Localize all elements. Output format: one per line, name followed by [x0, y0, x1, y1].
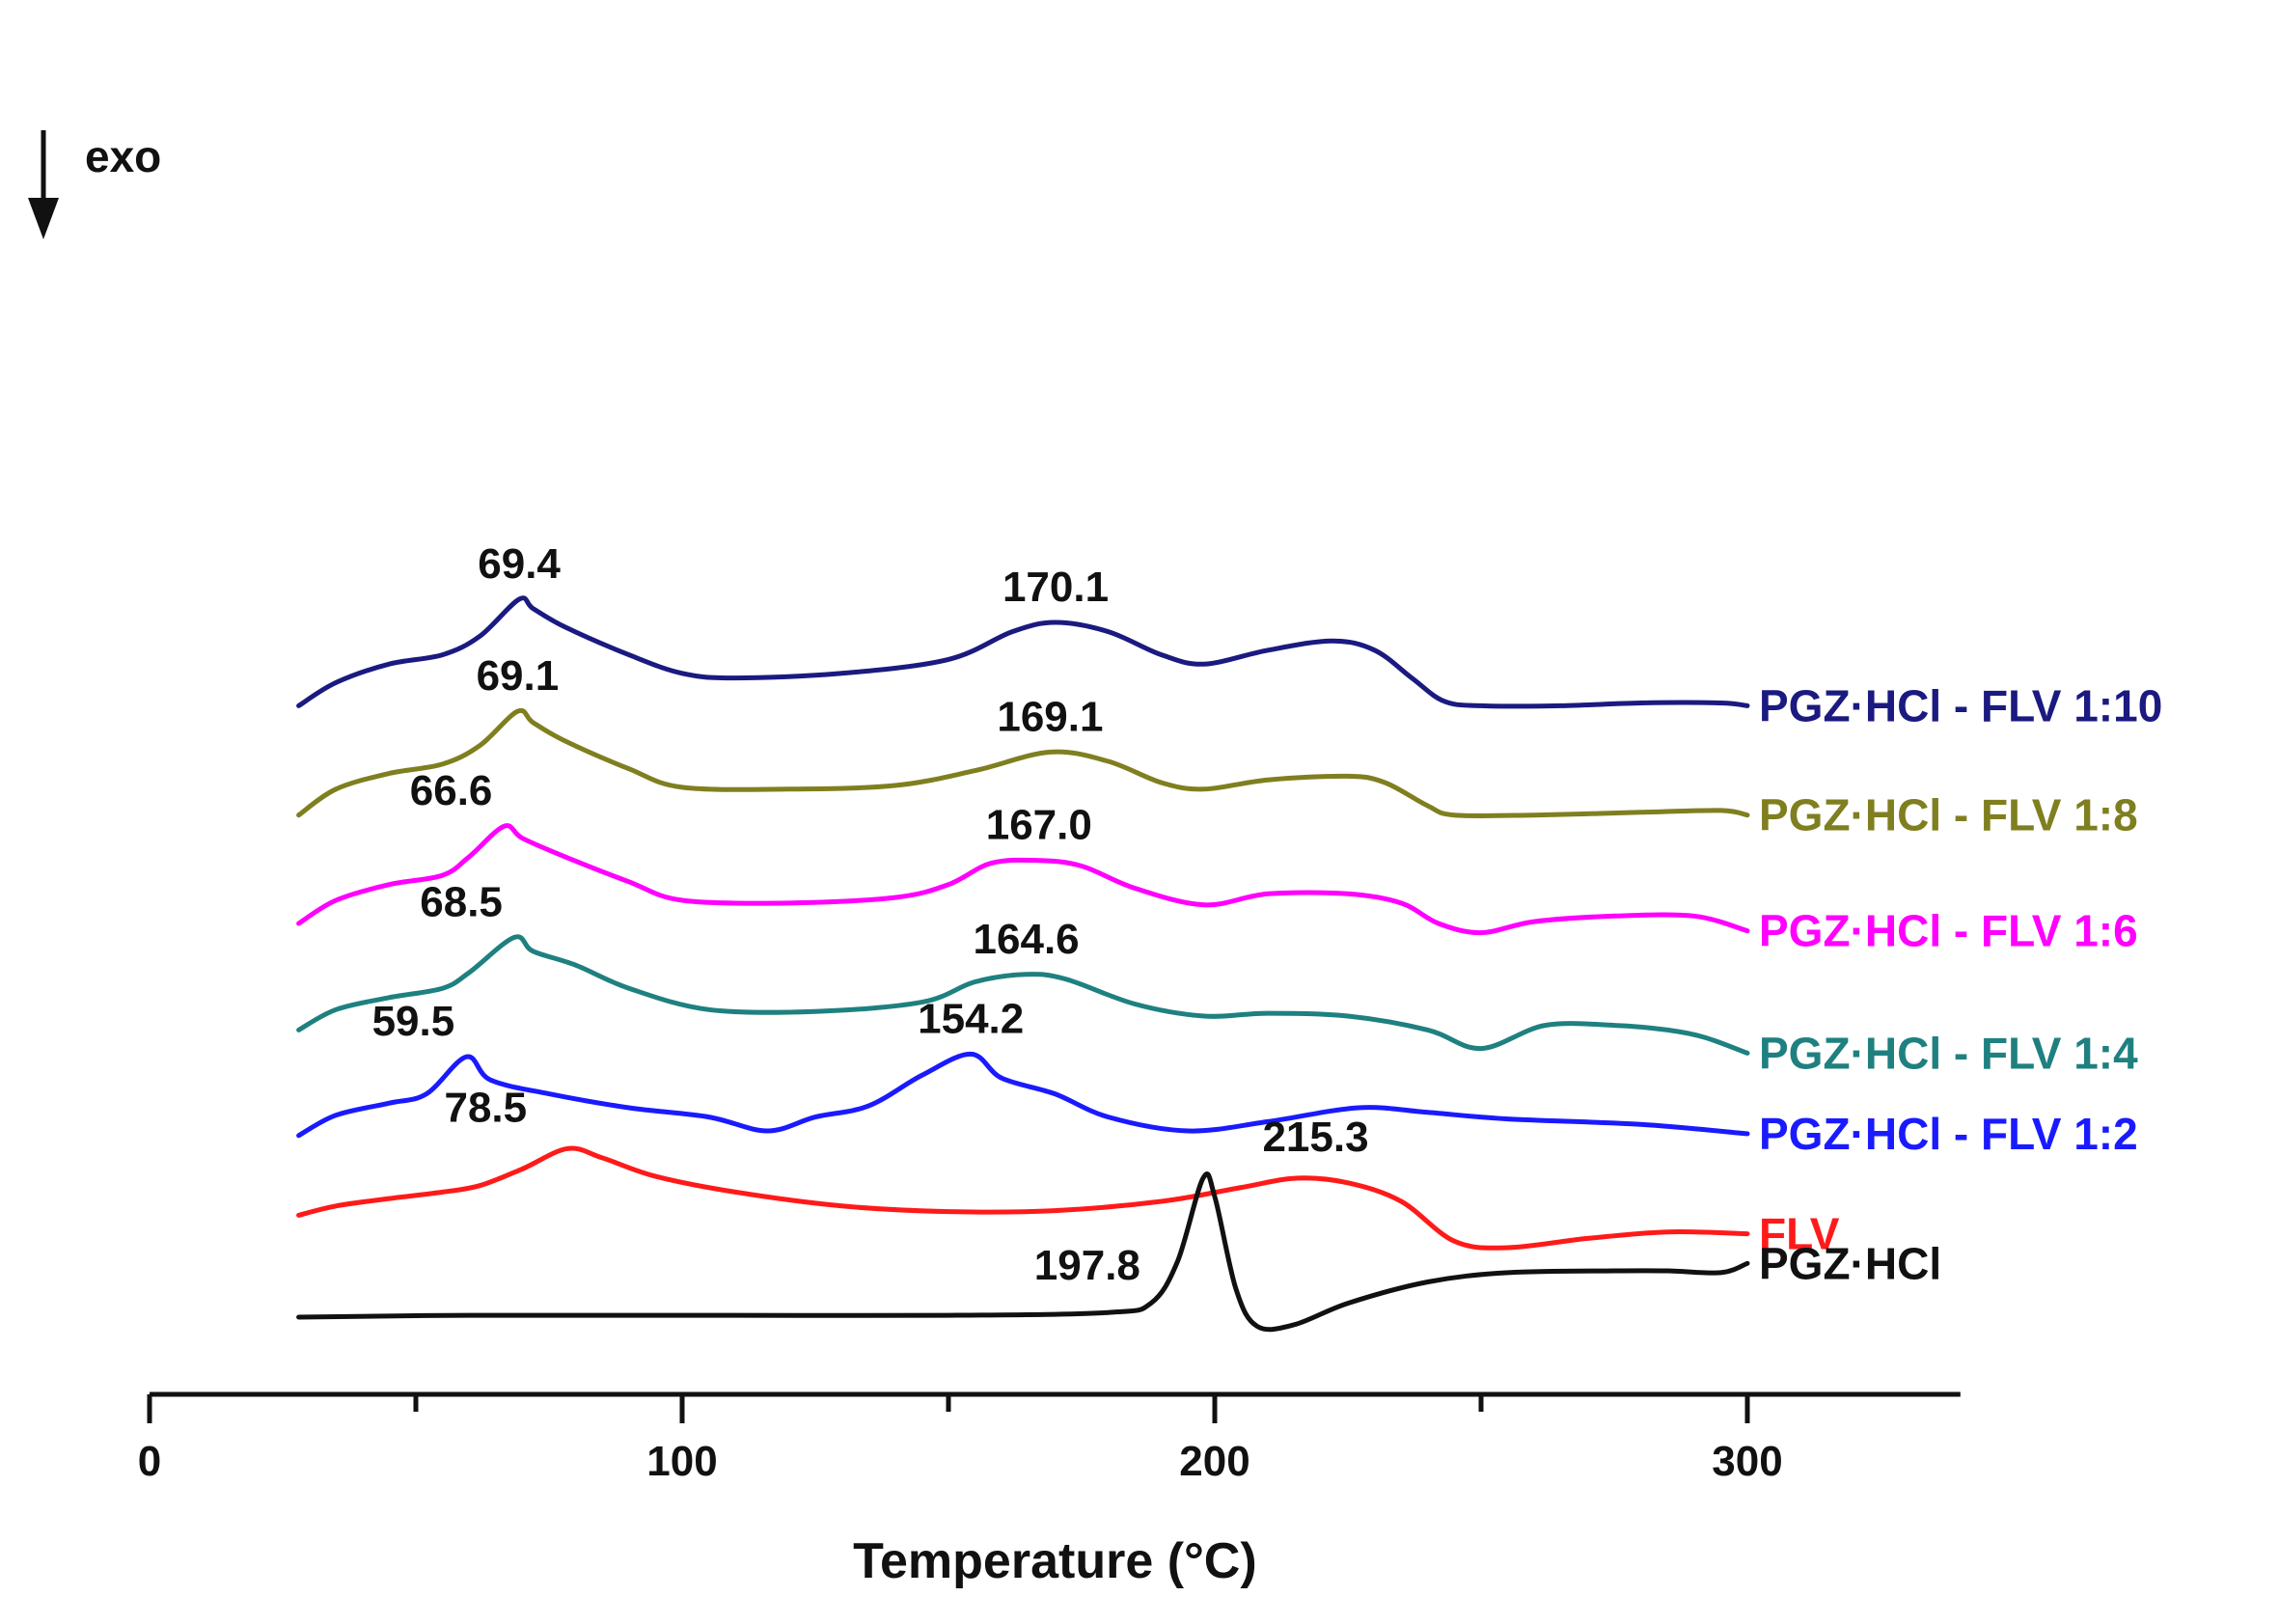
series-label: FLV — [1759, 1209, 1840, 1259]
peak-label: 167.0 — [986, 802, 1092, 849]
peak-label: 215.3 — [1262, 1114, 1368, 1161]
x-tick-label: 100 — [646, 1438, 717, 1485]
peak-label: 169.1 — [997, 693, 1103, 740]
x-axis: 0 100 200 300 — [138, 1391, 1961, 1485]
peak-label: 78.5 — [444, 1084, 527, 1131]
x-axis-title: Temperature (°C) — [853, 1533, 1257, 1589]
series-7: PGZ·HCl 197.8 — [296, 1171, 1941, 1333]
series-label: PGZ·HCl - FLV 1:6 — [1759, 906, 2138, 956]
peak-label: 66.6 — [410, 767, 493, 814]
series-line — [296, 1145, 1750, 1251]
exo-indicator: exo — [28, 130, 161, 239]
peak-label: 59.5 — [372, 998, 455, 1045]
x-tick-label: 200 — [1179, 1438, 1249, 1485]
exo-arrow-icon — [28, 198, 59, 239]
peak-label: 69.4 — [478, 540, 561, 588]
series-label: PGZ·HCl - FLV 1:2 — [1759, 1109, 2138, 1159]
peak-label: 69.1 — [477, 652, 560, 700]
peak-label: 164.6 — [974, 916, 1080, 963]
series-label: PGZ·HCl - FLV 1:4 — [1759, 1028, 2138, 1078]
series-3: PGZ·HCl - FLV 1:6 66.6 167.0 — [296, 767, 2138, 956]
peak-label: 197.8 — [1034, 1242, 1140, 1289]
peak-label: 154.2 — [918, 995, 1024, 1042]
series-6: FLV 78.5 215.3 — [296, 1084, 1840, 1259]
series-line — [296, 934, 1750, 1056]
x-tick-label: 300 — [1712, 1438, 1782, 1485]
series-line — [296, 1051, 1750, 1139]
series-label: PGZ·HCl - FLV 1:8 — [1759, 790, 2138, 840]
series-line — [296, 1171, 1750, 1333]
series-line — [296, 707, 1750, 819]
series-2: PGZ·HCl - FLV 1:8 69.1 169.1 — [296, 652, 2138, 840]
series-4: PGZ·HCl - FLV 1:4 68.5 164.6 — [296, 878, 2138, 1078]
peak-label: 68.5 — [420, 878, 503, 925]
peak-label: 170.1 — [1002, 564, 1109, 611]
series-label: PGZ·HCl - FLV 1:10 — [1759, 680, 2162, 730]
series-label: PGZ·HCl — [1759, 1238, 1941, 1288]
series-line — [296, 595, 1750, 709]
series-1: PGZ·HCl - FLV 1:10 69.4 170.1 — [296, 540, 2162, 730]
x-tick-label: 0 — [138, 1438, 161, 1485]
series-5: PGZ·HCl - FLV 1:2 59.5 154.2 — [296, 995, 2138, 1159]
exo-label: exo — [85, 131, 161, 181]
series-line — [296, 823, 1750, 936]
